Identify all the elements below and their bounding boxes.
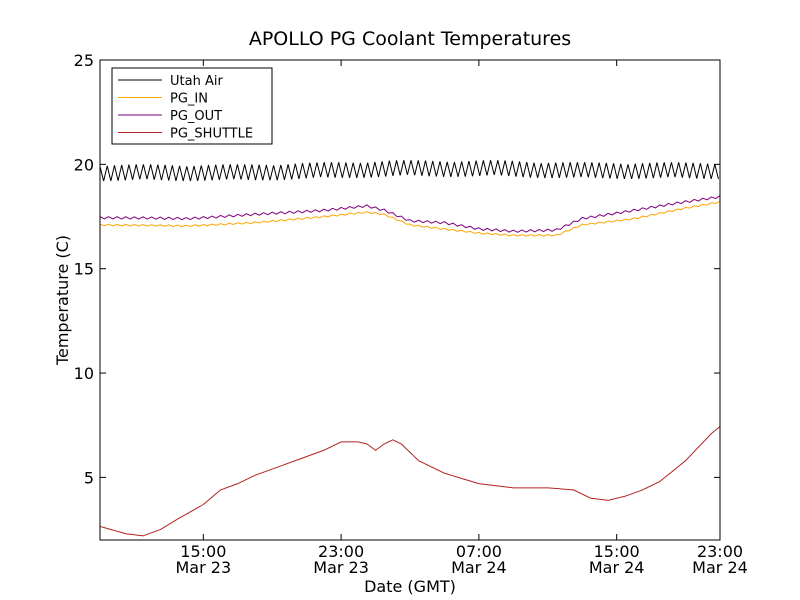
y-tick-label-1: 10	[74, 364, 94, 383]
x-tick-time-1: 23:00	[318, 542, 364, 561]
series-layer	[100, 160, 720, 537]
chart-title: APOLLO PG Coolant Temperatures	[249, 28, 571, 50]
plot-frame	[99, 59, 721, 541]
y-axis: 5 10 15 20 25	[74, 51, 720, 487]
series-line-pg-out	[100, 195, 720, 233]
y-tick-label-0: 5	[84, 468, 94, 487]
x-tick-time-2: 07:00	[456, 542, 502, 561]
legend-label-3: PG_SHUTTLE	[170, 127, 253, 142]
x-tick-date-1: Mar 23	[313, 558, 369, 577]
legend: Utah Air PG_IN PG_OUT PG_SHUTTLE	[111, 67, 273, 145]
y-tick-label-4: 25	[74, 51, 94, 70]
legend-label-2: PG_OUT	[170, 109, 222, 124]
x-tick-date-0: Mar 23	[176, 558, 232, 577]
y-tick-label-3: 20	[74, 155, 94, 174]
y-tick-label-2: 15	[74, 260, 94, 279]
x-tick-time-0: 15:00	[180, 542, 226, 561]
x-tick-date-2: Mar 24	[451, 558, 507, 577]
legend-label-0: Utah Air	[170, 74, 223, 89]
legend-box	[111, 67, 273, 145]
x-tick-date-3: Mar 24	[589, 558, 645, 577]
y-axis-label: Temperature (C)	[53, 235, 72, 366]
series-line-pg-shuttle	[100, 426, 720, 537]
x-axis-label: Date (GMT)	[364, 577, 456, 596]
series-line-utah-air	[100, 160, 719, 182]
x-tick-time-3: 15:00	[594, 542, 640, 561]
series-line-pg-in	[100, 200, 720, 237]
legend-label-1: PG_IN	[170, 92, 208, 107]
x-tick-time-4: 23:00	[697, 542, 743, 561]
x-tick-date-4: Mar 24	[692, 558, 748, 577]
